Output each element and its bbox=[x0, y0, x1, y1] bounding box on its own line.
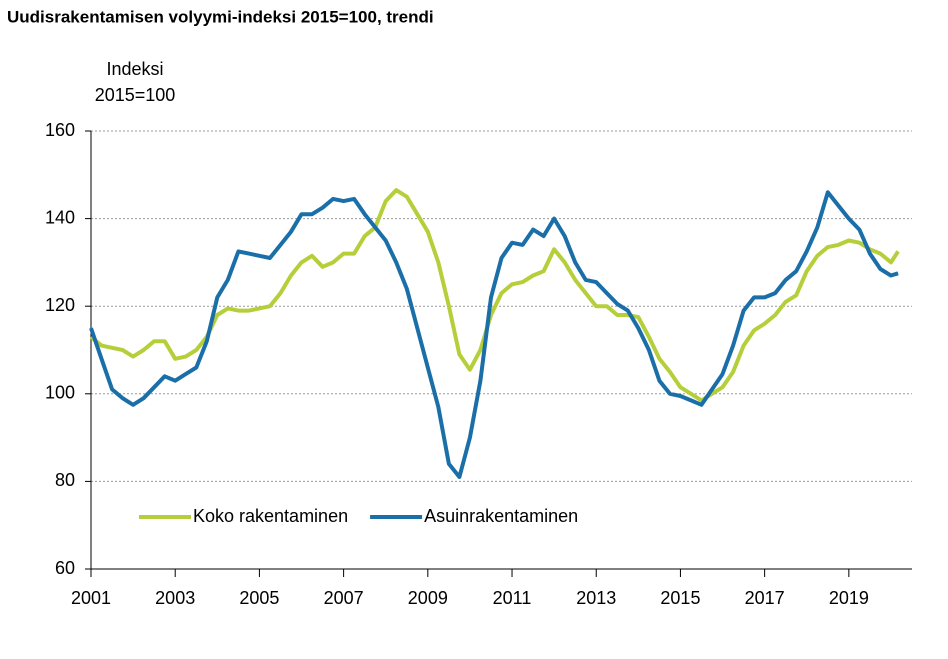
y-axis-label: Indeksi bbox=[106, 59, 163, 79]
y-tick-label: 100 bbox=[45, 383, 75, 403]
x-tick-label: 2003 bbox=[155, 588, 195, 608]
legend-label: Asuinrakentaminen bbox=[424, 506, 578, 526]
x-tick-label: 2011 bbox=[493, 588, 532, 608]
chart-title: Uudisrakentamisen volyymi-indeksi 2015=1… bbox=[7, 7, 434, 26]
x-tick-label: 2005 bbox=[239, 588, 279, 608]
data-line bbox=[89, 190, 899, 479]
y-tick-label: 160 bbox=[45, 120, 75, 140]
x-tick-label: 2013 bbox=[576, 588, 616, 608]
y-tick-label: 140 bbox=[45, 207, 75, 227]
legend-label: Koko rakentaminen bbox=[193, 506, 348, 526]
x-tick-label: 2019 bbox=[829, 588, 869, 608]
x-tick-label: 2001 bbox=[71, 588, 111, 608]
x-tick-label: 2015 bbox=[660, 588, 700, 608]
y-tick-label: 60 bbox=[55, 558, 75, 578]
data-line bbox=[89, 188, 900, 403]
y-tick-label: 120 bbox=[45, 295, 75, 315]
x-tick-label: 2007 bbox=[324, 588, 364, 608]
x-tick-label: 2017 bbox=[745, 588, 785, 608]
x-tick-label: 2009 bbox=[408, 588, 448, 608]
y-axis-label: 2015=100 bbox=[95, 85, 176, 105]
y-tick-label: 80 bbox=[55, 470, 75, 490]
